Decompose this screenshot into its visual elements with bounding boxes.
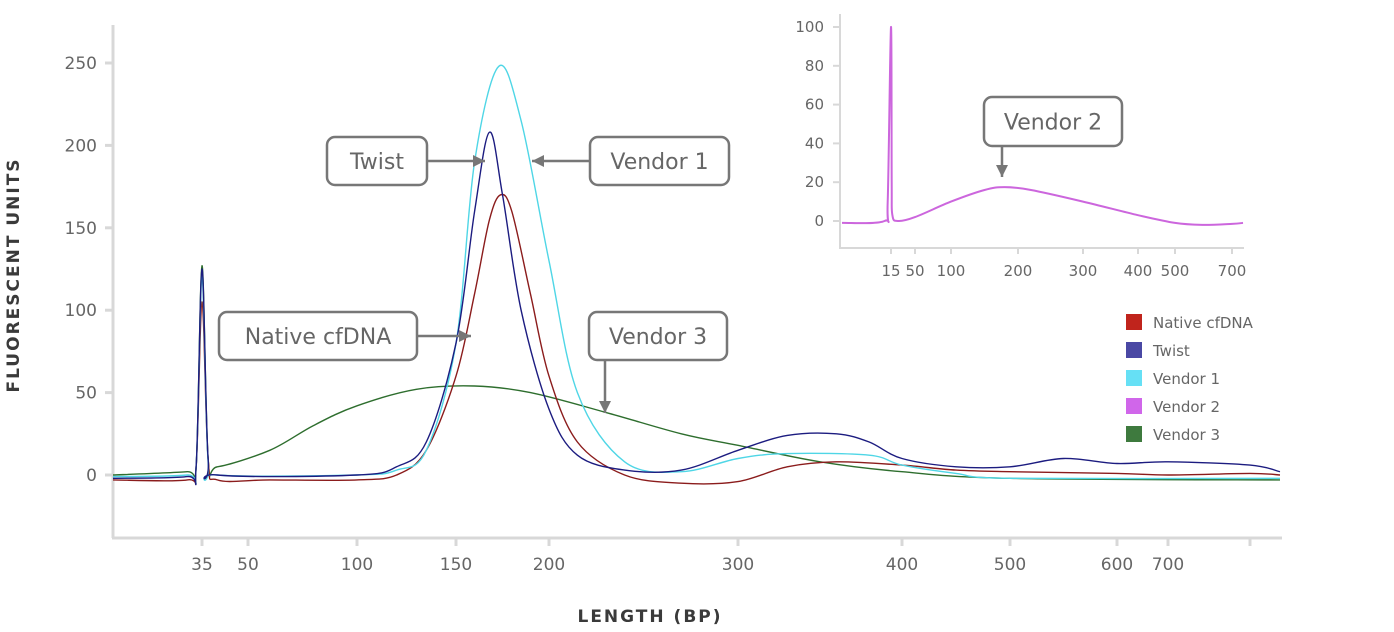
legend-item: Vendor 2 <box>1126 398 1220 416</box>
legend-item: Native cfDNA <box>1126 314 1254 332</box>
y-tick-label: 250 <box>65 54 97 74</box>
inset-x-tick-label: 15 <box>881 262 900 280</box>
arrowhead-icon <box>996 165 1008 177</box>
x-tick-label: 150 <box>440 555 472 575</box>
series-line-twist <box>112 131 1281 486</box>
inset-x-tick-label: 500 <box>1161 262 1190 280</box>
legend-item: Twist <box>1126 342 1190 360</box>
callout: Vendor 2 <box>982 95 1124 177</box>
inset-series-line-vendor-2 <box>841 25 1244 226</box>
series-line-vendor-3 <box>112 264 1281 485</box>
inset-y-tick-label: 80 <box>805 57 824 75</box>
inset-chart: 15 50 100 200 300 400 500 700 0 20 40 60 80 100 <box>795 14 1246 280</box>
inset-y-tick-label: 0 <box>814 212 824 230</box>
y-axis-label: FLUORESCENT UNITS <box>4 157 24 392</box>
arrowhead-icon <box>532 155 544 167</box>
inset-x-tick-label: 700 <box>1218 262 1247 280</box>
y-tick-label: 100 <box>65 301 97 321</box>
callout-label: Native cfDNA <box>245 325 392 350</box>
legend: Native cfDNA Twist Vendor 1 Vendor 2 Vendor … <box>1126 314 1254 444</box>
legend-item: Vendor 3 <box>1126 426 1220 444</box>
callout-label: Twist <box>349 150 404 175</box>
arrowhead-icon <box>473 155 485 167</box>
legend-label: Twist <box>1152 342 1190 360</box>
legend-label: Vendor 1 <box>1153 370 1220 388</box>
legend-swatch <box>1126 342 1142 358</box>
arrowhead-icon <box>459 330 471 342</box>
x-tick-label: 500 <box>994 555 1026 575</box>
legend-label: Vendor 2 <box>1153 398 1220 416</box>
inset-y-tick-label: 20 <box>805 173 824 191</box>
callout-label: Vendor 2 <box>1004 111 1102 136</box>
callout: Vendor 1 <box>532 135 731 187</box>
y-tick-label: 50 <box>75 384 97 404</box>
inset-y-tick-label: 100 <box>795 18 824 36</box>
legend-swatch <box>1126 370 1142 386</box>
inset-x-tick-label: 200 <box>1004 262 1033 280</box>
callout-label: Vendor 3 <box>609 325 707 350</box>
x-tick-label: 35 <box>191 555 213 575</box>
x-tick-label: 700 <box>1152 555 1184 575</box>
y-tick-label: 200 <box>65 136 97 156</box>
x-tick-label: 50 <box>237 555 259 575</box>
legend-swatch <box>1126 426 1142 442</box>
arrowhead-icon <box>599 401 611 413</box>
legend-label: Vendor 3 <box>1153 426 1220 444</box>
legend-label: Native cfDNA <box>1153 314 1254 332</box>
callout-label: Vendor 1 <box>610 150 708 175</box>
legend-swatch <box>1126 314 1142 330</box>
callout: Native cfDNA <box>217 310 471 362</box>
y-tick-label: 150 <box>65 219 97 239</box>
legend-item: Vendor 1 <box>1126 370 1220 388</box>
callout: Vendor 3 <box>587 310 729 413</box>
main-axes <box>111 25 1282 540</box>
y-tick-label: 0 <box>86 466 97 486</box>
inset-x-tick-label: 300 <box>1069 262 1098 280</box>
callout: Twist <box>325 135 485 187</box>
x-tick-label: 300 <box>722 555 754 575</box>
legend-swatch <box>1126 398 1142 414</box>
callout-box <box>587 310 729 362</box>
x-tick-label: 200 <box>533 555 565 575</box>
inset-y-tick-label: 60 <box>805 96 824 114</box>
x-axis-label: LENGTH (BP) <box>577 607 722 627</box>
callout-box <box>982 95 1124 148</box>
x-tick-label: 600 <box>1101 555 1133 575</box>
inset-x-tick-label: 400 <box>1124 262 1153 280</box>
inset-x-tick-label: 100 <box>937 262 966 280</box>
x-tick-label: 100 <box>341 555 373 575</box>
inset-x-tick-label: 50 <box>905 262 924 280</box>
x-tick-label: 400 <box>886 555 918 575</box>
inset-y-tick-label: 40 <box>805 134 824 152</box>
